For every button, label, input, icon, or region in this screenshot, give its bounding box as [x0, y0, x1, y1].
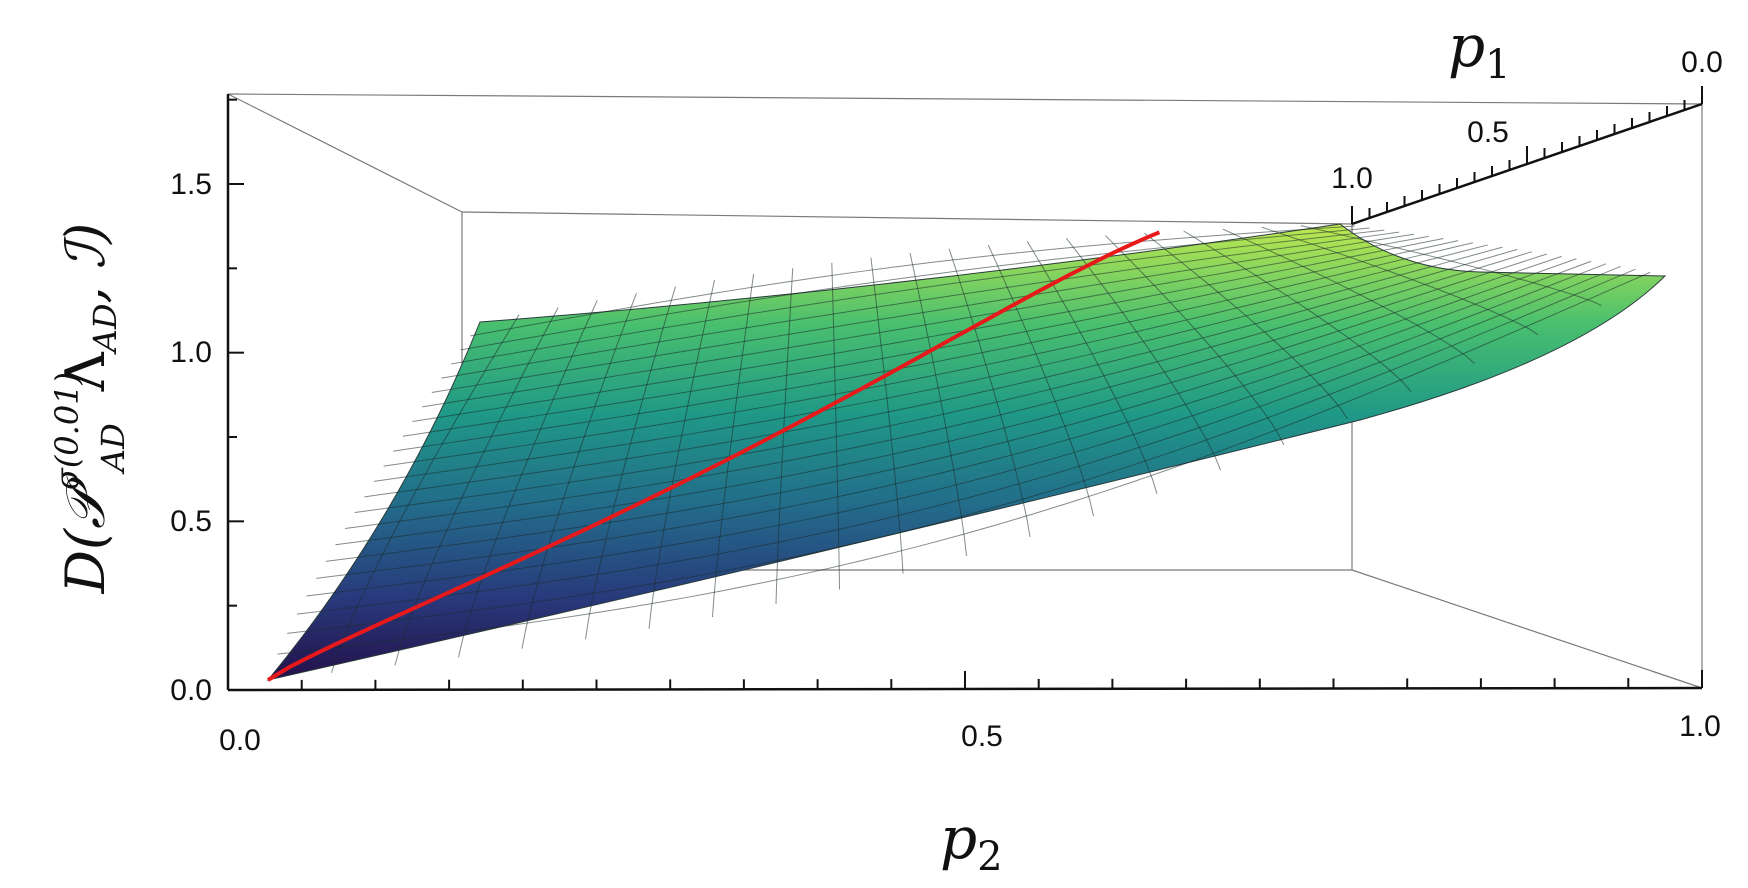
mesh-line-v	[306, 263, 1607, 597]
svg-text:D(𝒫σ(0.01)ADΛAD, ℐ): D(𝒫σ(0.01) ADΛAD, ℐ)	[48, 223, 132, 595]
mesh-line-v	[441, 231, 1400, 379]
z-tick-label: 1.0	[170, 336, 212, 369]
mesh-line-v	[364, 248, 1518, 498]
mesh-line-v	[431, 233, 1414, 393]
x-tick-label: 0.0	[219, 724, 261, 757]
mesh-line-v	[383, 244, 1488, 467]
x-tick-label: 0.5	[961, 720, 1003, 753]
surface	[266, 223, 1667, 681]
mesh-line-v	[373, 246, 1503, 482]
x-axis-label: p2	[940, 804, 1003, 880]
y-axis: 1.0 0.5 0.0 p1	[1331, 12, 1723, 226]
y-tick-label: 0.5	[1467, 116, 1509, 149]
mesh-line-v	[422, 235, 1429, 408]
mesh-line-v	[412, 237, 1444, 422]
mesh-line-v	[316, 260, 1592, 579]
mesh-line-v	[460, 227, 1370, 351]
mesh-line-v	[345, 253, 1547, 529]
red-curve	[266, 230, 1161, 682]
mesh-line-v	[393, 242, 1474, 452]
z-tick-label: 0.5	[170, 505, 212, 538]
y-tick-label: 0.0	[1681, 46, 1723, 79]
mesh-line-v	[354, 251, 1533, 514]
x-tick-label: 1.0	[1679, 710, 1721, 743]
z-axis-label: D(𝒫σ(0.01) ADΛAD, ℐ)	[48, 223, 132, 595]
mesh-line-v	[451, 229, 1385, 365]
mesh-line-v	[277, 271, 1651, 655]
mesh-line-v	[287, 268, 1636, 634]
y-axis-label: p1	[1448, 12, 1511, 88]
y-tick-label: 1.0	[1331, 162, 1373, 195]
mesh-line-v	[325, 258, 1577, 562]
x-axis: 0.0 0.5 1.0 p2	[219, 670, 1721, 880]
z-axis: 0.0 0.5 1.0 1.5	[170, 94, 244, 707]
mesh-line-v	[335, 255, 1562, 546]
z-tick-label: 1.5	[170, 168, 212, 201]
z-tick-label: 0.0	[170, 674, 212, 707]
mesh-line-v	[470, 225, 1355, 337]
mesh-line-v	[296, 265, 1621, 615]
